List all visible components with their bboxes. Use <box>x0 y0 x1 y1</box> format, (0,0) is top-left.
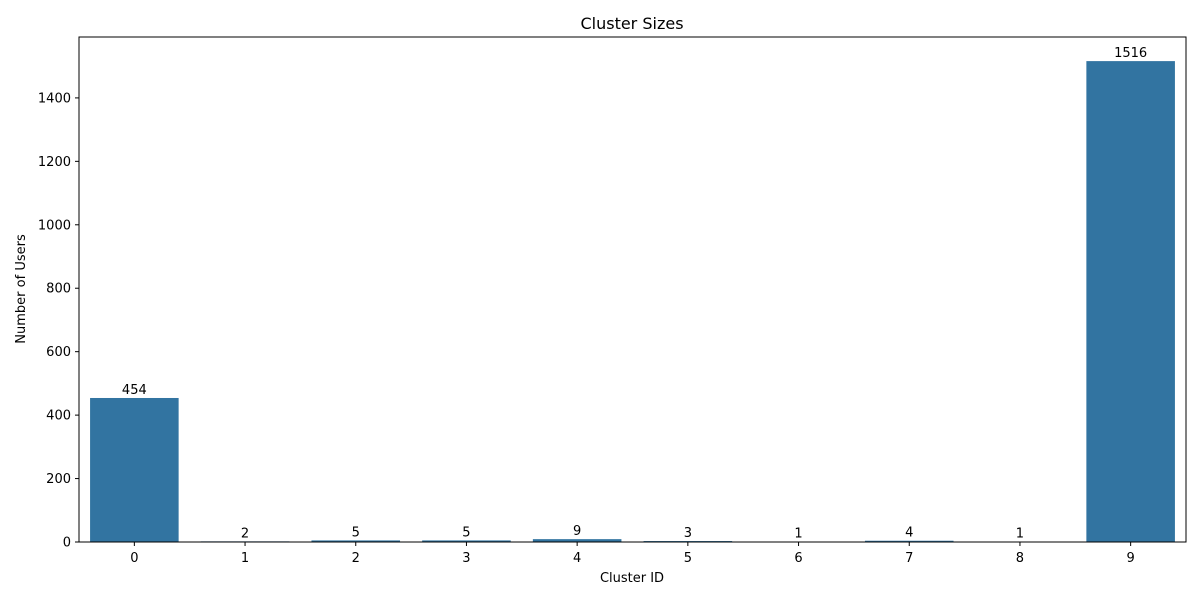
x-tick-label-2: 2 <box>352 551 360 566</box>
y-axis: 0 200 400 600 800 1000 1200 1400 <box>38 91 79 551</box>
data-label-cluster-9: 1516 <box>1114 46 1147 61</box>
data-label-cluster-3: 5 <box>462 525 470 540</box>
x-tick-label-1: 1 <box>241 551 249 566</box>
bar-cluster-9 <box>1086 61 1175 543</box>
bar-cluster-7 <box>864 540 954 542</box>
y-tick-label-800: 800 <box>46 282 71 297</box>
y-tick-label-200: 200 <box>46 472 71 487</box>
x-tick-label-9: 9 <box>1127 551 1135 566</box>
y-tick-label-1200: 1200 <box>38 155 71 170</box>
bar-cluster-4 <box>532 539 622 542</box>
x-tick-label-5: 5 <box>684 551 692 566</box>
x-tick-label-8: 8 <box>1016 551 1024 566</box>
x-axis-label: Cluster ID <box>600 571 664 586</box>
y-axis-label: Number of Users <box>14 234 29 344</box>
bars-group <box>90 61 1175 543</box>
data-labels-group: 454 2 5 5 9 3 1 4 1 1516 <box>122 46 1147 542</box>
plot-frame <box>78 36 1187 543</box>
bar-cluster-0 <box>90 397 179 542</box>
x-axis: 0 1 2 3 4 5 6 7 8 9 <box>130 542 1135 566</box>
x-tick-label-4: 4 <box>573 551 581 566</box>
y-tick-label-1000: 1000 <box>38 218 71 233</box>
data-label-cluster-6: 1 <box>794 527 802 542</box>
data-label-cluster-2: 5 <box>352 525 360 540</box>
bar-cluster-2 <box>311 540 401 542</box>
data-label-cluster-8: 1 <box>1016 527 1024 542</box>
x-tick-label-0: 0 <box>130 551 138 566</box>
x-tick-label-3: 3 <box>462 551 470 566</box>
data-label-cluster-0: 454 <box>122 383 147 398</box>
x-tick-label-7: 7 <box>905 551 913 566</box>
data-label-cluster-5: 3 <box>684 526 692 541</box>
data-label-cluster-4: 9 <box>573 524 581 539</box>
data-label-cluster-1: 2 <box>241 526 249 541</box>
data-label-cluster-7: 4 <box>905 526 913 541</box>
y-tick-label-400: 400 <box>46 409 71 424</box>
y-tick-label-600: 600 <box>46 345 71 360</box>
chart-title: Cluster Sizes <box>580 14 683 33</box>
bar-cluster-3 <box>422 540 511 542</box>
x-tick-label-6: 6 <box>794 551 802 566</box>
y-tick-label-1400: 1400 <box>38 91 71 106</box>
y-tick-label-0: 0 <box>63 536 71 551</box>
